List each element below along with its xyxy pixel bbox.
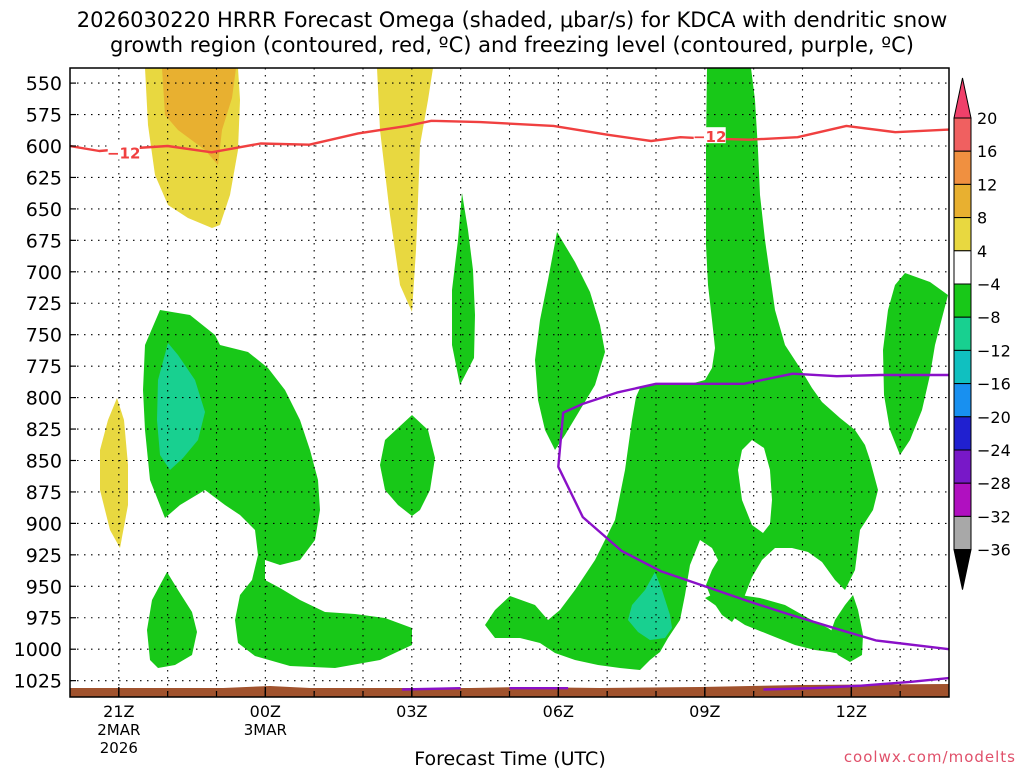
x-tick-label: 03Z <box>396 702 427 721</box>
y-tick-label: 700 <box>26 262 62 284</box>
contour-label: −12 <box>693 128 726 146</box>
y-tick-label: 575 <box>26 105 62 127</box>
y-axis: 550 575 600 625 650 675 700 725 750 775 800 825 850 8… <box>14 73 76 693</box>
contour-label-bg <box>693 127 726 144</box>
title-line-2: growth region (contoured, red, ºC) and f… <box>110 33 914 57</box>
colorbar-bottom-arrow <box>953 549 972 590</box>
colorbar-swatch <box>953 183 972 219</box>
plot-area <box>70 68 949 697</box>
colorbar-label: −16 <box>977 375 1011 394</box>
y-tick-label: 550 <box>26 73 62 95</box>
colorbar-swatch <box>953 283 972 318</box>
colorbar-label: −4 <box>977 275 1001 294</box>
y-tick-label: 950 <box>26 576 62 598</box>
x-axis-label: Forecast Time (UTC) <box>414 748 605 768</box>
x-tick-sublabel: 3MAR <box>244 721 287 739</box>
x-tick-label: 12Z <box>836 702 867 721</box>
omega-shade-negative <box>828 595 863 662</box>
omega-shade-negative <box>535 232 605 450</box>
y-tick-label: 825 <box>26 419 62 441</box>
colorbar-label: −20 <box>977 408 1011 427</box>
colorbar-label: −8 <box>977 308 1001 327</box>
colorbar-swatch <box>953 482 972 517</box>
y-tick-label: 800 <box>26 388 62 410</box>
terrain-surface <box>70 684 949 697</box>
colorbar-label: 12 <box>977 175 997 194</box>
y-tick-label: 875 <box>26 482 62 504</box>
colorbar-swatch <box>953 515 972 551</box>
x-tick-sublabel: 2026 <box>100 739 138 757</box>
colorbar-label: −32 <box>977 507 1011 526</box>
contours: −12 −12 <box>70 119 949 691</box>
colorbar-swatch <box>953 150 972 185</box>
contour-layer: −12 −12 <box>70 119 949 691</box>
omega-shade-hole <box>738 440 772 533</box>
colorbar-swatch <box>953 117 972 152</box>
chart-title: 2026030220 HRRR Forecast Omega (shaded, … <box>0 8 1024 58</box>
y-tick-label: 975 <box>26 608 62 630</box>
omega-shade-negative <box>705 590 845 655</box>
omega-shade-negative <box>485 68 878 670</box>
contour-label-bg <box>107 143 140 160</box>
contour-label: −12 <box>107 145 140 163</box>
colorbar-swatch <box>953 383 972 418</box>
omega-shade-negative <box>452 193 475 385</box>
omega-shade-negative-strong <box>157 343 205 470</box>
colorbar-top-arrow <box>953 77 972 119</box>
colorbar-swatch <box>953 217 972 252</box>
y-tick-label: 1000 <box>14 639 62 661</box>
y-tick-label: 650 <box>26 199 62 221</box>
y-tick-label: 900 <box>26 513 62 535</box>
x-tick-label: 21Z <box>103 702 134 721</box>
omega-shade-positive <box>162 68 236 165</box>
colorbar-swatch <box>953 449 972 484</box>
y-tick-label: 725 <box>26 293 62 315</box>
colorbar-label: 4 <box>977 242 987 261</box>
colorbar: 20 16 12 8 4 −4 −8 −12 −16 −20 −24 −28 −32 −36 <box>953 77 1011 590</box>
x-tick-sublabel: 2MAR <box>97 721 140 739</box>
y-tick-label: 1025 <box>14 671 62 693</box>
colorbar-label: −24 <box>977 441 1011 460</box>
dsg-contour-line <box>70 119 949 154</box>
colorbar-label: −28 <box>977 474 1011 493</box>
omega-shade-negative <box>147 572 197 668</box>
y-tick-label: 850 <box>26 450 62 472</box>
freezing-level-line <box>557 372 949 651</box>
y-tick-label: 625 <box>26 167 62 189</box>
colorbar-swatch <box>953 316 972 351</box>
y-tick-label: 925 <box>26 545 62 567</box>
freezing-level-segment <box>763 676 949 691</box>
colorbar-swatch <box>953 416 972 451</box>
y-tick-label: 675 <box>26 230 62 252</box>
colorbar-label: 20 <box>977 109 997 128</box>
colorbar-label: −12 <box>977 341 1011 360</box>
colorbar-swatch <box>953 349 972 385</box>
omega-shade-positive <box>100 398 128 548</box>
freezing-level-segment <box>402 687 461 691</box>
x-tick-label: 06Z <box>543 702 574 721</box>
x-tick-label: 00Z <box>250 702 281 721</box>
colorbar-label: 8 <box>977 209 987 228</box>
y-tick-label: 775 <box>26 356 62 378</box>
y-tick-label: 600 <box>26 136 62 158</box>
title-line-1: 2026030220 HRRR Forecast Omega (shaded, … <box>76 8 948 32</box>
y-tick-label: 750 <box>26 325 62 347</box>
omega-shade-negative <box>143 310 412 668</box>
omega-shade-negative <box>883 273 948 455</box>
credit-text: coolwx.com/modelts <box>844 748 1016 766</box>
omega-shade-negative-strong <box>628 572 672 640</box>
colorbar-label: 16 <box>977 142 997 161</box>
x-tick-label: 09Z <box>689 702 720 721</box>
colorbar-swatch <box>953 250 972 285</box>
omega-shade-negative <box>380 415 435 516</box>
omega-shade-positive <box>377 68 433 312</box>
colorbar-label: −36 <box>977 541 1011 560</box>
